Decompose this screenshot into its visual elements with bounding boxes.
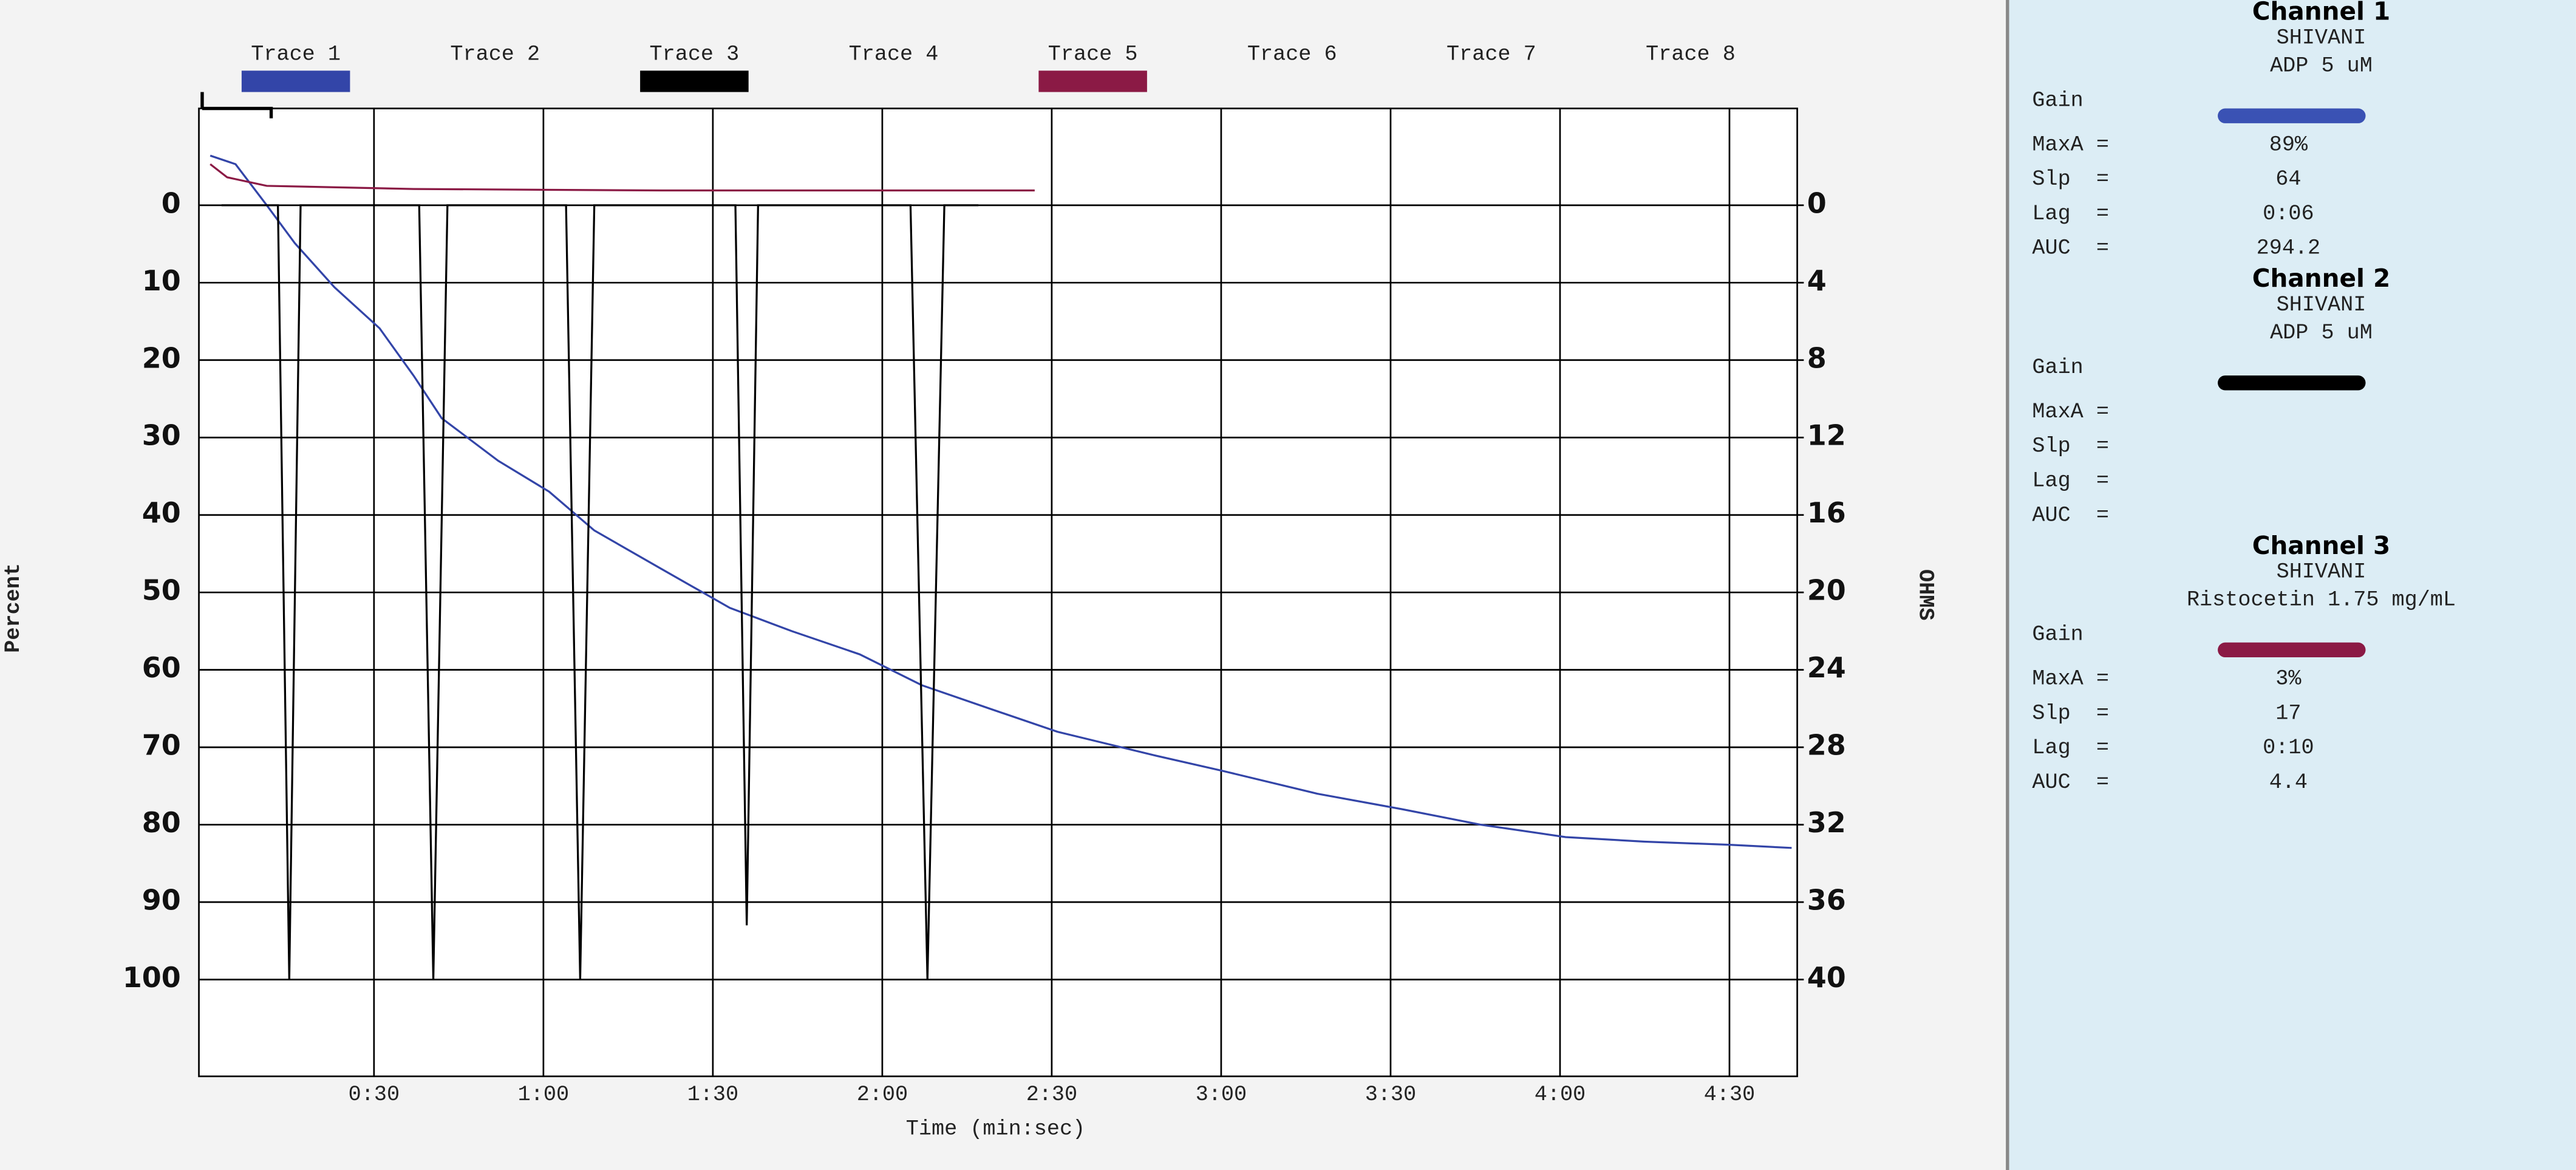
- y-tick-label: 0: [162, 186, 181, 219]
- y-tick-label: 10: [142, 264, 181, 297]
- stat-value: 4.4: [2269, 770, 2308, 795]
- stat-label: AUC =: [2032, 503, 2109, 527]
- legend-label: Trace 3: [650, 43, 740, 67]
- x-tick-label: 1:00: [518, 1083, 569, 1107]
- y2-tick-label: 0: [1807, 186, 1827, 219]
- stat-label: AUC =: [2032, 770, 2109, 795]
- legend-label: Trace 1: [251, 43, 341, 67]
- y-tick-label: 90: [142, 884, 181, 917]
- legend-label: Trace 8: [1646, 43, 1736, 67]
- y-tick-label: 30: [142, 419, 181, 452]
- stat-label: Lag =: [2032, 736, 2109, 760]
- gain-label: Gain: [2032, 355, 2083, 380]
- stat-label: Lag =: [2032, 469, 2109, 493]
- channel-name: SHIVANI: [2277, 293, 2366, 317]
- channel-title: Channel 1: [2252, 0, 2391, 26]
- stat-label: Slp =: [2032, 434, 2109, 459]
- legend-label: Trace 4: [849, 43, 939, 67]
- x-tick-label: 4:00: [1535, 1083, 1586, 1107]
- channel-color: [2218, 108, 2366, 123]
- legend-label: Trace 7: [1446, 43, 1536, 67]
- y-tick-label: 20: [142, 341, 181, 374]
- y2-tick-label: 36: [1807, 884, 1846, 917]
- stat-label: MaxA =: [2032, 400, 2109, 424]
- x-tick-label: 3:00: [1196, 1083, 1247, 1107]
- stat-label: AUC =: [2032, 236, 2109, 261]
- y-tick-label: 50: [142, 574, 181, 607]
- y-tick-label: 100: [123, 961, 181, 994]
- y-tick-label: 80: [142, 806, 181, 839]
- stat-value: 17: [2275, 701, 2301, 725]
- channel-title: Channel 2: [2252, 264, 2391, 293]
- stat-value: 294.2: [2257, 236, 2320, 261]
- channel-agent: ADP 5 uM: [2270, 321, 2373, 345]
- x-tick-label: 2:30: [1026, 1083, 1077, 1107]
- gain-label: Gain: [2032, 622, 2083, 646]
- y2-tick-label: 32: [1807, 806, 1846, 839]
- y2-tick-label: 4: [1807, 264, 1827, 297]
- y-tick-label: 60: [142, 651, 181, 684]
- x-tick-label: 3:30: [1365, 1083, 1416, 1107]
- y2-tick-label: 28: [1807, 729, 1846, 762]
- y-tick-label: 40: [142, 496, 181, 529]
- start-marker: [200, 92, 273, 118]
- stat-value: 0:06: [2263, 202, 2314, 226]
- channel-color: [2218, 375, 2366, 391]
- stat-label: MaxA =: [2032, 132, 2109, 157]
- y2-tick-label: 12: [1807, 419, 1846, 452]
- y2-tick-label: 40: [1807, 961, 1846, 994]
- y2-tick-label: 24: [1807, 651, 1846, 684]
- y-tick-label: 70: [142, 729, 181, 762]
- x-tick-label: 0:30: [349, 1083, 400, 1107]
- x-tick-label: 1:30: [687, 1083, 738, 1107]
- trace-line: [221, 204, 979, 980]
- stat-value: 0:10: [2263, 736, 2314, 760]
- legend-swatch: [1038, 70, 1147, 92]
- channel-name: SHIVANI: [2277, 560, 2366, 584]
- legend-label: Trace 5: [1048, 43, 1138, 67]
- channel-color: [2218, 642, 2366, 658]
- stat-value: 89%: [2269, 132, 2308, 157]
- x-axis-label: Time (min:sec): [906, 1117, 1085, 1141]
- stat-label: Lag =: [2032, 202, 2109, 226]
- stat-value: 64: [2275, 167, 2301, 191]
- legend-swatch: [241, 70, 350, 92]
- channel-agent: ADP 5 uM: [2270, 53, 2373, 78]
- y2-tick-label: 8: [1807, 341, 1827, 374]
- info-panel: [2007, 0, 2576, 1170]
- channel-name: SHIVANI: [2277, 26, 2366, 50]
- y2-tick-label: 20: [1807, 574, 1846, 607]
- stat-value: 3%: [2275, 666, 2302, 691]
- x-tick-label: 4:30: [1704, 1083, 1755, 1107]
- x-tick-label: 2:00: [857, 1083, 908, 1107]
- stat-label: Slp =: [2032, 167, 2109, 191]
- legend-label: Trace 6: [1247, 43, 1337, 67]
- channel-title: Channel 3: [2252, 531, 2391, 560]
- channel-agent: Ristocetin 1.75 mg/mL: [2187, 588, 2456, 612]
- trace-line: [210, 163, 1035, 192]
- y2-tick-label: 16: [1807, 496, 1846, 529]
- y2-axis-label: OHMS: [1913, 569, 1937, 620]
- y-axis-label: Percent: [1, 563, 26, 653]
- stat-label: MaxA =: [2032, 666, 2109, 691]
- trace-line: [210, 154, 1792, 849]
- stat-label: Slp =: [2032, 701, 2109, 725]
- legend-label: Trace 2: [450, 43, 540, 67]
- gain-label: Gain: [2032, 88, 2083, 112]
- legend-swatch: [640, 70, 749, 92]
